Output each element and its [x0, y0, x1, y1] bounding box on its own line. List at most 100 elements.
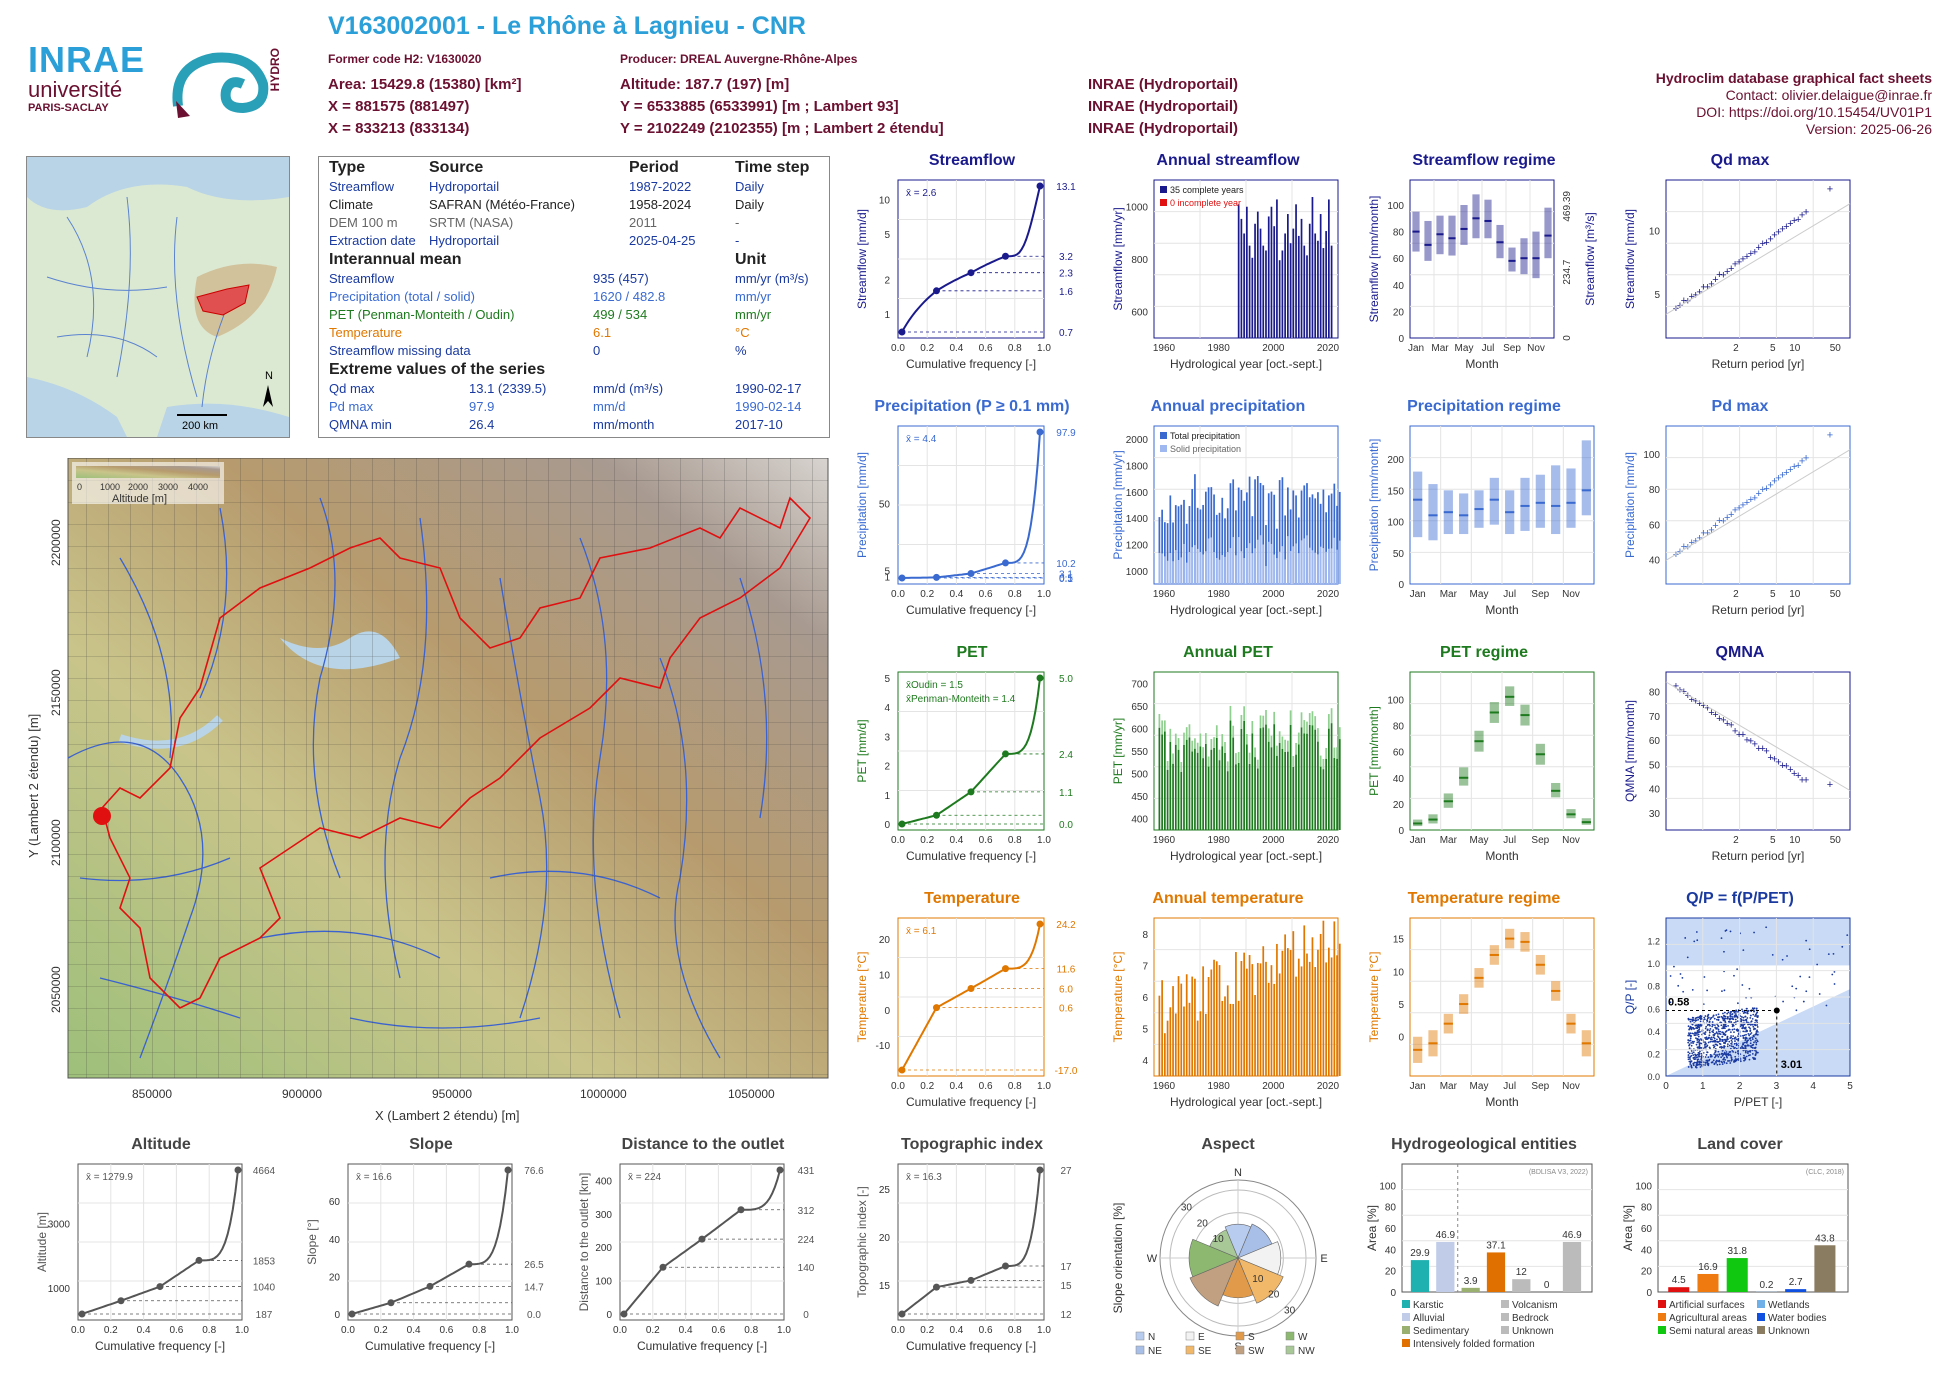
data-point [1706, 1024, 1709, 1026]
data-point [1723, 1011, 1726, 1014]
bar-secondary [1158, 713, 1161, 728]
hydro-wave-icon [172, 52, 269, 118]
legend-swatch [1285, 1331, 1295, 1341]
bar [1278, 260, 1281, 338]
data-point [1721, 1040, 1724, 1042]
bar [1240, 728, 1243, 830]
data-point: + [1740, 499, 1746, 511]
y-tick: 150 [1387, 486, 1404, 497]
data-point [1693, 1040, 1695, 1043]
bar [1273, 494, 1276, 584]
regime-box [1551, 465, 1561, 535]
bar-secondary [1330, 548, 1333, 584]
data-point [1707, 1014, 1709, 1017]
mean-cell: Streamflow [329, 271, 395, 286]
data-point [1724, 1053, 1727, 1056]
y-axis-label: Area [%] [1365, 1205, 1379, 1251]
data-point [1728, 1017, 1731, 1020]
right-tick: 3.1 [1059, 570, 1073, 581]
quantile-point [504, 1166, 512, 1174]
y-tick: 80 [1385, 1203, 1397, 1214]
data-point [1752, 1056, 1754, 1059]
bar-secondary [1164, 556, 1166, 584]
data-point [1687, 1025, 1690, 1028]
data-point [1724, 930, 1727, 932]
rose-sector [1237, 1257, 1284, 1304]
data-point [1715, 1059, 1718, 1062]
bar-secondary [1259, 715, 1262, 729]
legend-label: Total precipitation [1170, 431, 1240, 441]
bar [1174, 744, 1177, 830]
data-point: + [1799, 210, 1805, 222]
bar [1287, 948, 1289, 1076]
data-point [1734, 1055, 1737, 1058]
src-cell: Hydroportail [429, 179, 500, 194]
x-tick: 0.8 [1008, 589, 1022, 600]
data-point [1733, 1042, 1736, 1045]
bar [1306, 733, 1308, 830]
bar [1295, 754, 1297, 830]
bar-secondary [1308, 547, 1311, 584]
data-point: + [1700, 528, 1706, 540]
bar [1306, 953, 1308, 1076]
data-point: + [1689, 694, 1695, 706]
bar-secondary [1194, 738, 1196, 749]
bar-secondary [1246, 548, 1248, 584]
mean-label: x̄ = 16.6 [356, 1172, 392, 1183]
data-point: + [1712, 709, 1718, 721]
data-point [1692, 1018, 1695, 1021]
data-point [1756, 1033, 1759, 1036]
chart-title: Streamflow regime [1412, 152, 1556, 169]
data-point [1669, 975, 1672, 977]
right-tick: 11.6 [1057, 965, 1076, 976]
x-tick: Jan [1408, 343, 1424, 354]
data-point [1739, 1035, 1742, 1037]
data-point [1744, 1019, 1747, 1021]
data-point [1693, 940, 1696, 943]
bar [1243, 720, 1245, 830]
y-tick: 20 [1641, 1267, 1653, 1278]
source-2: INRAE (Hydroportail) [1088, 98, 1238, 115]
x-tick: 50 [1830, 343, 1842, 354]
quantile-point [156, 1283, 164, 1291]
bar [1254, 223, 1256, 338]
bar [1243, 500, 1245, 584]
data-point: + [1783, 467, 1789, 479]
right-tick: 0.0 [527, 1310, 541, 1321]
data-point [1715, 1018, 1718, 1021]
data-point [1742, 1016, 1745, 1019]
data-point [1734, 1036, 1737, 1039]
right-tick: 0 [803, 1310, 809, 1321]
quantile-point [426, 1282, 434, 1290]
data-point [1723, 950, 1725, 953]
data-point [1733, 1031, 1735, 1034]
mean-label: x̄ = 6.1 [906, 926, 937, 937]
y-axis-label: Slope [°] [305, 1219, 319, 1265]
svg-text:1000: 1000 [100, 482, 120, 492]
bar-secondary [1328, 714, 1330, 729]
quantile-point [1002, 559, 1009, 567]
legend-label: Bedrock [1512, 1313, 1550, 1324]
bar [1235, 510, 1237, 584]
data-point [1729, 1012, 1732, 1015]
data-point [1714, 1050, 1717, 1053]
bar-secondary [1270, 543, 1273, 584]
chart-svg: 0.583.010 1 2 3 4 50.00.20.40.60.81.01.2P/PET… [1623, 917, 1853, 1109]
data-point [1751, 1052, 1754, 1055]
bar-secondary [1276, 745, 1278, 756]
bar-secondary [1215, 725, 1218, 738]
bar-secondary [1202, 554, 1204, 584]
data-point: + [1748, 735, 1754, 747]
data-point [1825, 1004, 1828, 1007]
bar [1180, 504, 1183, 584]
y-tick: 0 [1390, 1288, 1396, 1299]
x-tick: 4 [1810, 1081, 1816, 1092]
x-tick: May [1470, 589, 1489, 600]
y-tick: 100 [1387, 201, 1404, 212]
legend-swatch [1402, 1339, 1410, 1347]
bar-secondary [1177, 738, 1180, 750]
right-tick: 5.0 [1059, 674, 1073, 685]
bar [1284, 934, 1286, 1076]
src-cell: SRTM (NASA) [429, 215, 514, 230]
